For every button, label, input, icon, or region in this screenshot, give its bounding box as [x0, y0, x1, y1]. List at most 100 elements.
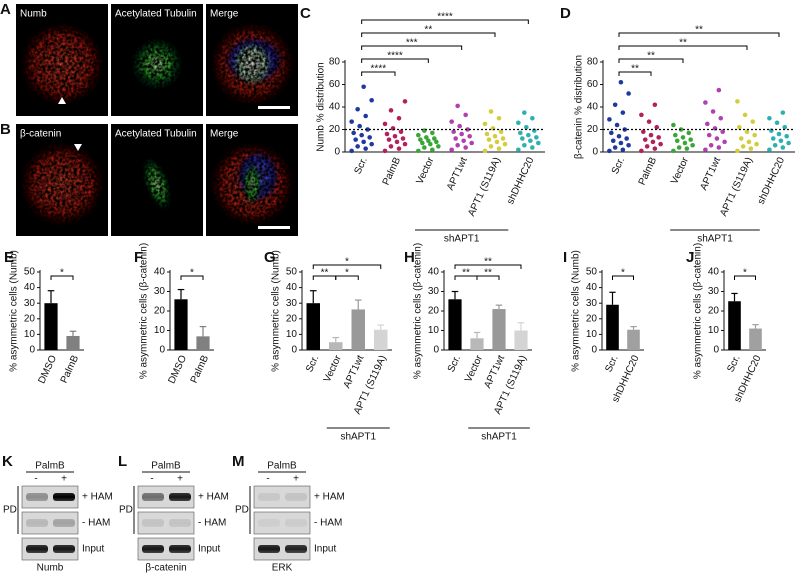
data-point: [355, 144, 360, 149]
data-point: [686, 130, 692, 136]
group-label: shAPT1: [340, 432, 376, 443]
x-tick-label: Vector: [322, 353, 344, 384]
image-label: Merge: [210, 129, 239, 140]
data-point: [482, 148, 488, 154]
data-point: [656, 135, 661, 140]
data-point: [614, 122, 620, 128]
data-point: [658, 141, 663, 147]
x-tick-label: Scr.: [353, 156, 370, 176]
data-point: [394, 139, 400, 145]
data-point: [609, 130, 614, 136]
blot-band: [142, 545, 164, 553]
y-tick-label: 20: [24, 313, 36, 324]
x-tick-label: APT1wt: [342, 354, 367, 391]
data-point: [402, 141, 408, 147]
data-point: [453, 136, 458, 141]
data-point: [353, 137, 358, 142]
error-bar: [177, 288, 185, 300]
significance-bracket: [335, 275, 359, 280]
protein-label: β-catenin: [145, 563, 186, 574]
data-point: [748, 146, 754, 151]
protein-label: Numb: [37, 563, 64, 574]
green-signal: [131, 38, 183, 90]
x-tick-label: DMSO: [166, 354, 189, 386]
x-tick-label: DMSO: [36, 354, 59, 386]
significance-bracket: [612, 275, 634, 280]
data-point: [780, 110, 786, 115]
bar: [351, 309, 365, 350]
significance-label: **: [462, 268, 470, 279]
blot-band: [26, 493, 48, 501]
data-point: [776, 131, 782, 137]
protein-label: ERK: [272, 563, 293, 574]
data-point: [500, 136, 506, 141]
data-point: [671, 148, 676, 154]
y-tick-label: 30: [286, 298, 298, 309]
data-point: [524, 124, 529, 130]
x-tick-label: shDHHC20: [756, 155, 788, 206]
data-point: [365, 127, 370, 132]
y-tick-label: 60: [329, 79, 341, 90]
y-tick-label: 20: [286, 313, 298, 324]
data-point: [722, 139, 727, 145]
y-tick-label: 0: [433, 345, 439, 356]
data-point: [607, 117, 612, 122]
data-point: [650, 139, 656, 145]
data-point: [652, 102, 658, 108]
blot-band: [26, 545, 48, 553]
data-point: [488, 144, 494, 149]
significance-label: *: [190, 268, 194, 279]
data-point: [688, 137, 693, 142]
lane-label: -: [266, 474, 269, 485]
data-point: [690, 142, 695, 148]
data-point: [710, 109, 716, 114]
y-tick-label: 20: [586, 313, 598, 324]
x-tick-label: Scr.: [603, 354, 620, 374]
data-point: [426, 138, 431, 144]
data-point: [767, 147, 772, 153]
data-point: [642, 137, 648, 142]
y-tick-label: 10: [24, 329, 36, 340]
data-point: [482, 121, 488, 127]
data-point: [361, 139, 366, 145]
blot-band: [53, 519, 75, 527]
data-point: [484, 131, 490, 137]
micrograph-signal: [131, 38, 183, 90]
image-label: Merge: [210, 9, 239, 20]
significance-label: **: [647, 51, 655, 62]
significance-label: *: [345, 257, 349, 268]
y-tick-label: 0: [591, 345, 597, 356]
micrograph-signal: [210, 142, 294, 226]
significance-label: **: [424, 25, 432, 36]
data-point: [455, 142, 460, 148]
significance-label: ***: [406, 38, 418, 49]
significance-label: *: [345, 268, 349, 279]
data-point: [752, 132, 757, 138]
significance-bracket: [361, 32, 496, 37]
scale-bar: [258, 106, 290, 109]
error-bar: [69, 330, 77, 336]
significance-bracket: [734, 275, 756, 280]
micrograph-signal: [20, 142, 104, 226]
data-point: [392, 133, 398, 139]
row-label: Input: [314, 544, 336, 555]
blot-strip: [21, 485, 79, 509]
data-point: [449, 147, 454, 153]
x-tick-label: APT1wt: [482, 354, 507, 391]
y-tick-label: 0: [592, 147, 598, 158]
data-point: [716, 87, 722, 93]
data-point: [432, 136, 437, 141]
error-bar: [609, 291, 616, 305]
x-tick-label: APT1 (S119A): [718, 156, 755, 218]
data-point: [465, 127, 470, 132]
panel-letter: K: [2, 453, 13, 470]
y-tick-label: 50: [286, 267, 298, 278]
data-point: [530, 145, 535, 150]
data-point: [684, 146, 690, 151]
data-point: [772, 142, 778, 148]
x-tick-label: Vector: [669, 155, 691, 186]
data-point: [744, 129, 750, 135]
significance-bracket: [618, 58, 684, 63]
error-bar: [47, 290, 55, 304]
